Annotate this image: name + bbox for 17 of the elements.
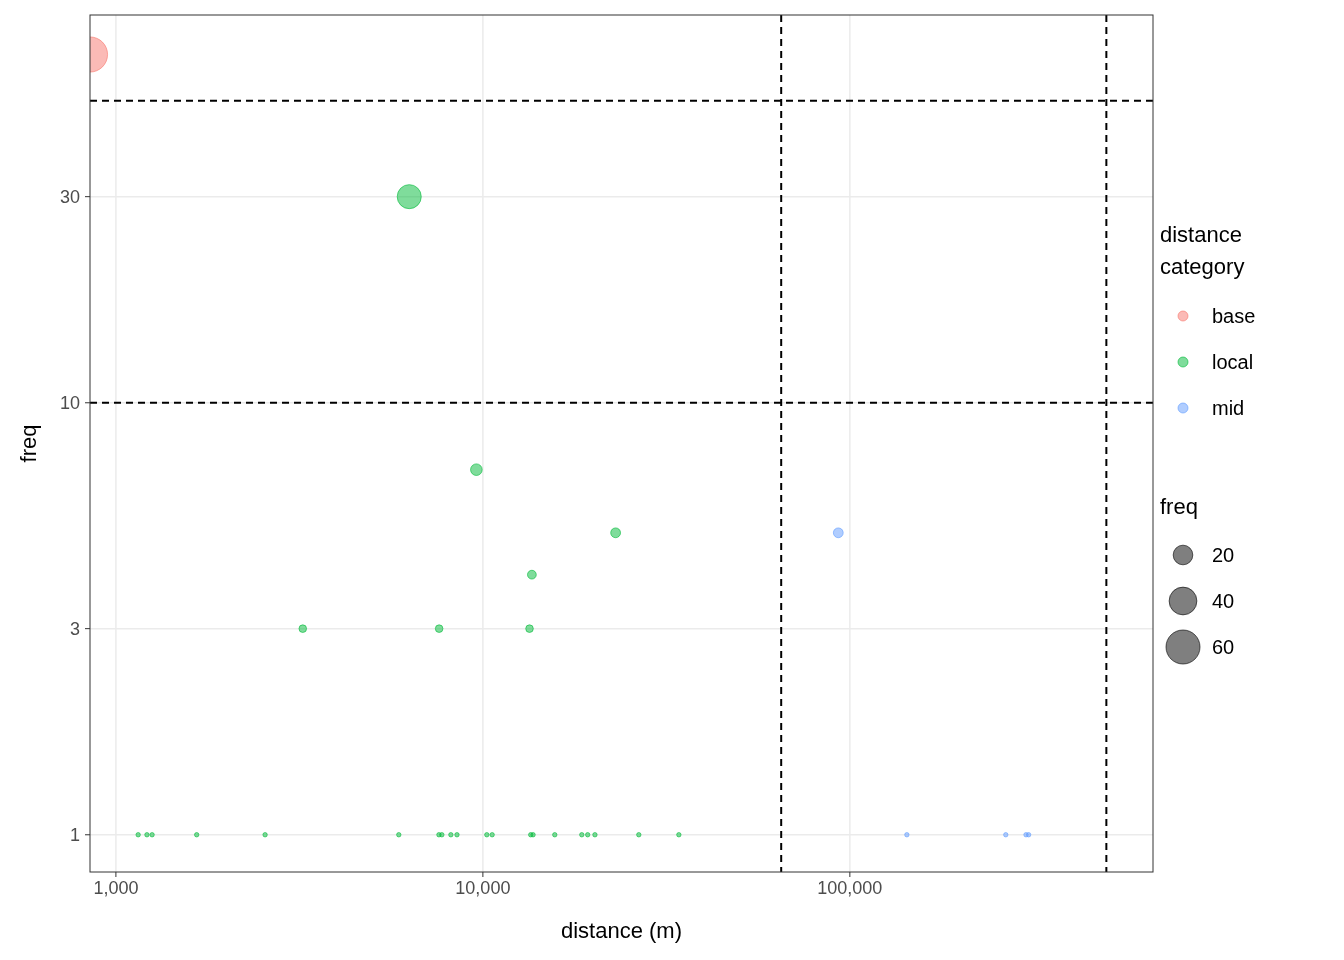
legend-label: 20 <box>1212 544 1235 566</box>
y-tick-label: 3 <box>69 618 80 639</box>
x-tick-label: 100,000 <box>817 878 883 898</box>
y-axis-title: freq <box>16 424 41 463</box>
y-tick-label: 1 <box>69 824 80 845</box>
legend-label: 60 <box>1212 636 1235 658</box>
y-tick-label: 30 <box>59 186 80 207</box>
legend-label: mid <box>1212 397 1245 419</box>
legend-title: distance category <box>1160 222 1245 279</box>
legend-label: local <box>1212 351 1254 373</box>
legend-label: base <box>1212 305 1256 327</box>
x-tick-label: 10,000 <box>455 878 511 898</box>
x-tick-label: 1,000 <box>93 878 139 898</box>
text: freq <box>1160 494 1198 519</box>
x-axis-title: distance (m) <box>560 918 683 943</box>
legend-label: 40 <box>1212 590 1235 612</box>
y-tick-label: 10 <box>59 392 80 413</box>
